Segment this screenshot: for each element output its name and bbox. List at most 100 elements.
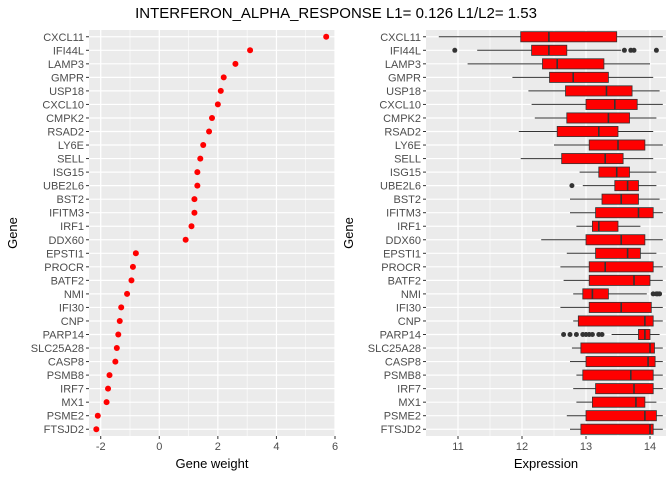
gene-label: RSAD2 [47, 127, 84, 139]
outlier-point [561, 332, 567, 337]
weight-point [182, 236, 189, 243]
outlier-point [573, 332, 579, 337]
gene-label: PARP14 [380, 330, 421, 342]
outlier-point [657, 291, 663, 297]
gene-label: CXCL10 [379, 99, 421, 111]
expression-box [585, 410, 657, 422]
weight-point [323, 33, 330, 40]
expression-box [585, 356, 656, 368]
outlier-point [631, 47, 637, 53]
weight-point [194, 182, 201, 189]
weight-point [129, 263, 136, 270]
weight-point [247, 47, 254, 54]
gene-label: USP18 [49, 86, 84, 98]
weight-point [106, 372, 113, 379]
gene-label: ISG15 [53, 167, 84, 179]
x-axis-title: Expression [514, 456, 578, 471]
weight-point [103, 399, 110, 406]
gene-label: IFI30 [396, 302, 421, 314]
gene-label: CMPK2 [383, 113, 421, 125]
gene-label: GMPR [51, 72, 84, 84]
gene-label: PARP14 [43, 330, 84, 342]
weight-point [206, 128, 213, 135]
expression-box [542, 58, 605, 70]
expression-box [580, 423, 654, 435]
expression-box [588, 274, 651, 286]
gene-label: IRF1 [60, 221, 84, 233]
gene-label: SLC25A28 [31, 343, 84, 355]
expression-box [588, 139, 646, 151]
gene-label: LAMP3 [48, 59, 84, 71]
gene-label: PROCR [44, 262, 84, 274]
gene-label: DDX60 [386, 235, 421, 247]
x-tick-label: 2 [215, 441, 221, 453]
weight-point [94, 412, 101, 419]
gene-label: UBE2L6 [380, 181, 421, 193]
weight-point [200, 142, 207, 149]
expression-box [614, 180, 639, 192]
gene-label: CASP8 [48, 357, 84, 369]
gene-label: RSAD2 [384, 127, 421, 139]
outlier-point [452, 47, 458, 53]
gene-label: LY6E [395, 140, 421, 152]
gene-label: CNP [398, 316, 421, 328]
weight-point [191, 209, 198, 216]
gene-label: USP18 [386, 86, 421, 98]
expression-box [598, 166, 630, 178]
expression-box [580, 342, 655, 354]
weight-point [194, 169, 201, 176]
y-axis-title: Gene [341, 217, 356, 249]
expression-box [549, 71, 609, 83]
gene-label: ISG15 [390, 167, 421, 179]
expression-box [556, 126, 619, 137]
outlier-point [621, 47, 627, 53]
gene-label: IFI44L [53, 45, 84, 57]
x-axis-title: Gene weight [176, 456, 249, 471]
gene-label: EPSTI1 [383, 248, 421, 260]
weight-point [191, 196, 198, 203]
expression-box [577, 315, 654, 327]
weight-point [113, 345, 120, 352]
gene-label: PSMB8 [384, 370, 421, 382]
gene-label: DDX60 [49, 235, 84, 247]
gene-label: MX1 [398, 397, 421, 409]
gene-label: FTSJD2 [381, 424, 421, 436]
gene-label: CASP8 [385, 357, 421, 369]
gene-label: IFI44L [390, 45, 421, 57]
expression-box [592, 220, 619, 232]
outlier-point [653, 47, 659, 53]
gene-label: PSME2 [47, 411, 84, 423]
weight-point [128, 277, 135, 284]
gene-label: CNP [61, 316, 84, 328]
weight-point [214, 101, 221, 108]
x-tick-label: 12 [516, 441, 528, 453]
weight-point [217, 87, 224, 94]
gene-label: BST2 [56, 194, 84, 206]
weight-point [93, 426, 100, 433]
gene-label: BATF2 [51, 275, 84, 287]
gene-label: CMPK2 [46, 113, 84, 125]
gene-label: NMI [64, 289, 84, 301]
plot-panel [426, 30, 666, 436]
gene-label: IFI30 [59, 302, 84, 314]
gene-label: CXCL11 [380, 32, 421, 44]
gene-label: BST2 [393, 194, 421, 206]
x-tick-label: 0 [156, 441, 162, 453]
expression-box [565, 85, 633, 97]
expression-box [588, 301, 652, 313]
expression-box [582, 369, 654, 381]
gene-label: SELL [57, 154, 84, 166]
expression-box [595, 383, 654, 395]
gene-label: FTSJD2 [44, 424, 84, 436]
weight-point [116, 317, 123, 324]
outlier-point [567, 332, 573, 337]
gene-label: LY6E [58, 140, 84, 152]
expression-box [595, 247, 641, 259]
weight-point [118, 304, 125, 311]
expression-box [585, 98, 638, 110]
weight-point [220, 74, 227, 81]
gene-label: PSME2 [384, 411, 421, 423]
gene-label: IRF7 [60, 384, 84, 396]
expression-box [582, 288, 609, 300]
